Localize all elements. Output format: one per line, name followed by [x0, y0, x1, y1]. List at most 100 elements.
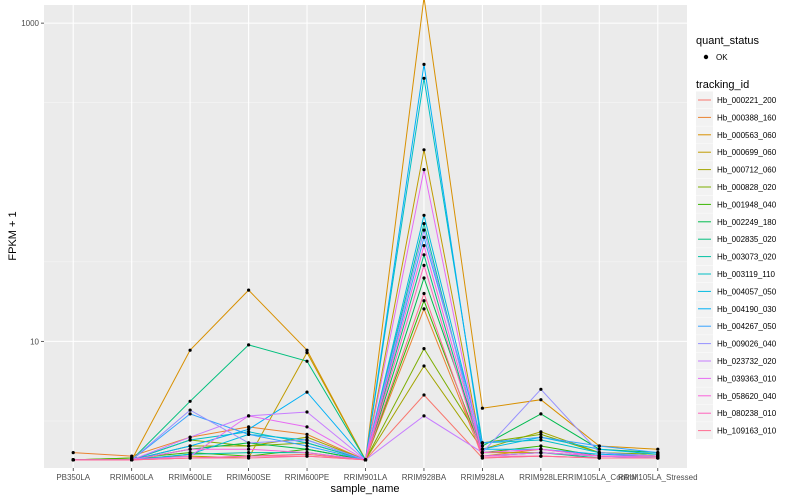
x-tick-label: RRIM600PE [285, 473, 329, 482]
data-point [422, 148, 426, 152]
data-point [422, 414, 426, 418]
legend-label: Hb_000828_020 [717, 183, 777, 192]
data-point [188, 412, 192, 416]
x-tick-label: RRIM105LA_Control [562, 473, 636, 482]
legend-entry: Hb_080238_010 [696, 404, 777, 422]
x-tick-label: RRIM901LA [344, 473, 388, 482]
legend: quant_status OK tracking_id Hb_000221_20… [696, 35, 777, 440]
legend-entry: Hb_109163_010 [696, 422, 777, 440]
data-point [422, 228, 426, 232]
data-point [247, 451, 251, 455]
legend-entry: Hb_004190_030 [696, 300, 777, 318]
data-point [539, 435, 543, 439]
data-point [305, 351, 309, 355]
x-axis-title: sample_name [330, 483, 399, 495]
x-tick-label: RRIM105LA_Stressed [618, 473, 698, 482]
data-point [539, 451, 543, 455]
data-point [480, 444, 484, 448]
legend-entry: Hb_004267_050 [696, 317, 777, 335]
data-point [188, 348, 192, 352]
legend-entry: Hb_023732_020 [696, 352, 777, 370]
data-point [422, 364, 426, 368]
data-point [539, 454, 543, 458]
data-point [656, 451, 660, 455]
data-point [305, 451, 309, 455]
data-point [188, 408, 192, 412]
data-point [305, 438, 309, 442]
data-point [539, 447, 543, 451]
legend-quant-status-title: quant_status [696, 35, 759, 47]
legend-entry: Hb_003119_110 [696, 265, 776, 283]
data-point [247, 414, 251, 418]
legend-entry: Hb_002249_180 [696, 213, 777, 231]
data-point [188, 444, 192, 448]
legend-label: Hb_000712_060 [717, 166, 777, 175]
legend-label: Hb_109163_010 [717, 427, 777, 436]
legend-label: Hb_000388_160 [717, 113, 777, 122]
data-point [422, 213, 426, 217]
data-point [539, 412, 543, 416]
data-point [188, 435, 192, 439]
x-tick-label: PB350LA [56, 473, 90, 482]
data-point [422, 263, 426, 267]
data-point [305, 390, 309, 394]
data-point [188, 438, 192, 442]
data-point [188, 447, 192, 451]
legend-quant-status-key [703, 54, 709, 60]
data-point [597, 456, 601, 460]
legend-entry: Hb_000221_200 [696, 91, 777, 109]
data-point [247, 427, 251, 431]
y-axis-title: FPKM + 1 [7, 211, 19, 260]
legend-label: Hb_002835_020 [717, 235, 777, 244]
x-tick-label: RRIM600LE [168, 473, 212, 482]
data-point [422, 244, 426, 248]
data-point [480, 451, 484, 455]
data-point [130, 458, 134, 462]
legend-entry: Hb_002835_020 [696, 230, 777, 248]
data-point [247, 425, 251, 429]
legend-entry: Hb_001948_040 [696, 195, 777, 213]
data-point [188, 456, 192, 460]
y-axis: 10 1000 [21, 19, 44, 346]
legend-label: Hb_003073_020 [717, 253, 777, 262]
data-point [247, 288, 251, 292]
data-point [422, 393, 426, 397]
data-point [422, 291, 426, 296]
points-layer [71, 62, 660, 462]
legend-entry: Hb_000563_060 [696, 126, 777, 144]
legend-label: Hb_058620_040 [717, 392, 777, 401]
data-point [363, 458, 368, 462]
data-point [480, 447, 484, 451]
data-point [422, 168, 426, 172]
data-point [539, 430, 543, 434]
legend-entry: Hb_000699_060 [696, 143, 777, 161]
data-point [305, 359, 309, 363]
legend-label: Hb_002249_180 [717, 218, 777, 227]
legend-entry: Hb_003073_020 [696, 248, 777, 266]
legend-label: Hb_000699_060 [717, 148, 777, 157]
data-point [656, 456, 660, 460]
data-point [188, 399, 192, 403]
y-tick-label: 1000 [21, 19, 39, 28]
legend-label: Hb_004057_050 [717, 287, 777, 296]
data-point [422, 62, 426, 66]
data-point [422, 222, 426, 226]
x-tick-label: RRIM928LA [461, 473, 505, 482]
legend-entry: Hb_039363_010 [696, 369, 777, 387]
legend-quant-status-label: OK [716, 53, 728, 62]
legend-label: Hb_004190_030 [717, 305, 777, 314]
legend-tracking-title: tracking_id [696, 79, 749, 91]
data-point [305, 447, 309, 451]
data-point [305, 348, 309, 352]
data-point [597, 447, 601, 451]
legend-label: Hb_000221_200 [717, 96, 777, 105]
data-point [539, 438, 543, 442]
data-point [247, 456, 251, 460]
data-point [539, 432, 543, 436]
data-point [305, 441, 309, 445]
data-point [480, 406, 484, 410]
x-tick-label: RRIM928BA [402, 473, 447, 482]
legend-label: Hb_039363_010 [717, 374, 777, 383]
data-point [597, 451, 601, 455]
